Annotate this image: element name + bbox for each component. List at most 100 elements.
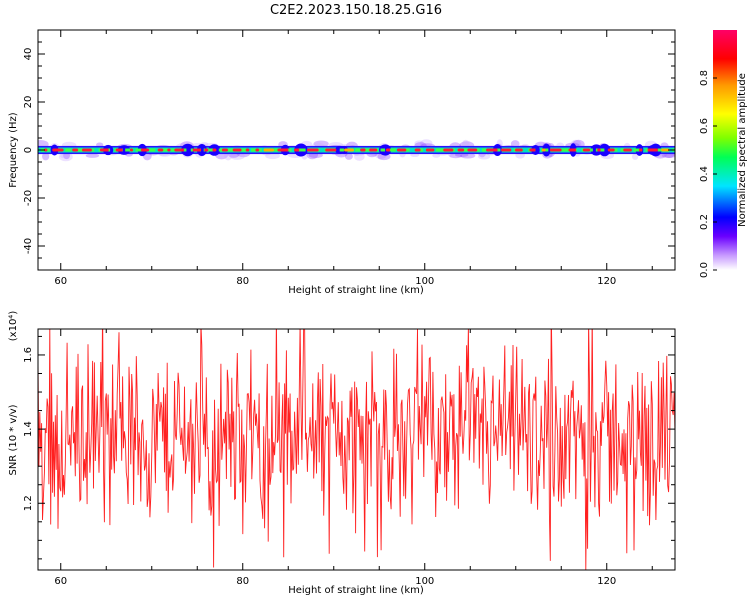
band-red-dash — [568, 148, 577, 152]
band-red-dash — [661, 148, 670, 152]
band-halo-blob — [229, 152, 245, 160]
band-red-dash — [129, 148, 134, 152]
band-red-dash — [607, 148, 615, 152]
band-halo-blob — [60, 154, 68, 159]
band-red-dash — [623, 148, 632, 152]
band-red-dash — [293, 148, 300, 152]
chart-title: C2E2.2023.150.18.25.G16 — [270, 3, 442, 18]
band-red-dash — [306, 148, 319, 152]
colorbar-tick-label: 0.6 — [699, 118, 710, 134]
band-green-segment — [387, 148, 396, 152]
band-green-segment — [363, 148, 370, 152]
spectral-band — [38, 139, 675, 162]
snr-x-label: Height of straight line (km) — [288, 585, 424, 596]
band-red-dash — [443, 148, 454, 152]
band-red-dash — [255, 148, 260, 152]
band-green-segment — [181, 148, 187, 152]
band-red-dash — [115, 148, 123, 152]
colorbar-label: Normalized spectral amplitude — [737, 73, 748, 227]
spectrogram-y-tick-label: 40 — [23, 48, 34, 61]
band-red-dash — [245, 148, 250, 152]
snr-y-tick-label: 1.6 — [23, 347, 34, 363]
snr-y-multiplier: (x10⁴) — [8, 311, 19, 342]
band-red-dash — [549, 148, 562, 152]
band-green-segment — [633, 148, 643, 152]
band-halo-blob — [460, 152, 476, 159]
band-green-segment — [149, 148, 156, 152]
spectrogram-x-tick-label: 80 — [236, 276, 249, 287]
band-halo-blob — [344, 152, 353, 160]
spectrogram-y-tick-label: -20 — [23, 190, 34, 206]
spectrogram-y-tick-label: 20 — [23, 96, 34, 109]
spectrogram-y-tick-label: 0 — [23, 147, 34, 153]
band-halo-blob — [449, 153, 463, 159]
band-green-segment — [170, 148, 178, 152]
band-green-segment — [380, 148, 386, 152]
snr-x-tick-label: 80 — [236, 576, 249, 587]
band-red-dash — [72, 148, 79, 152]
band-red-dash — [157, 148, 164, 152]
snr-frame — [37, 328, 676, 571]
band-red-dash — [212, 148, 217, 152]
band-red-dash — [486, 148, 498, 152]
band-halo-blob — [42, 152, 50, 161]
band-halo-blob — [265, 152, 280, 160]
snr-panel: 60 80 100 120 1.2 1.4 1.6 Height of straight … — [8, 311, 676, 596]
band-red-dash — [467, 148, 478, 152]
band-red-dash — [167, 148, 171, 152]
colorbar-tick-label: 0.4 — [699, 166, 710, 182]
snr-x-tick-label: 120 — [597, 576, 616, 587]
snr-y-label: SNR (10 * v/v) — [8, 404, 19, 475]
spectrogram-y-ticks: -40 -20 0 20 40 — [23, 29, 675, 271]
band-red-dash — [638, 148, 643, 152]
band-green-segment — [65, 148, 72, 152]
band-green-segment — [125, 148, 134, 152]
band-red-dash — [541, 148, 546, 152]
band-red-dash — [360, 148, 366, 152]
snr-x-tick-label: 60 — [54, 576, 67, 587]
band-halo-blob — [354, 152, 365, 161]
colorbar: 0.0 0.2 0.4 0.6 0.8 Normalized spectral ampl… — [699, 30, 748, 278]
band-green-segment — [286, 148, 292, 152]
snr-line — [38, 329, 675, 570]
band-red-dash — [597, 148, 601, 152]
band-green-segment — [203, 148, 214, 152]
band-red-dash — [174, 148, 185, 152]
spectrogram-y-tick-label: -40 — [23, 238, 34, 254]
band-green-segment — [295, 148, 306, 152]
band-bulge — [117, 145, 131, 155]
band-green-segment — [561, 148, 569, 152]
band-halo-blob — [661, 153, 675, 159]
spectrogram-panel: 60 80 100 120 -40 -20 0 20 40 Height of straigh… — [8, 29, 676, 296]
spectrogram-x-ticks: 60 80 100 120 — [54, 30, 653, 287]
spectrogram-x-tick-label: 60 — [54, 276, 67, 287]
band-halo-blob — [420, 139, 433, 148]
band-green-segment — [481, 148, 487, 152]
band-bulge — [602, 145, 609, 155]
band-bulge — [196, 143, 207, 157]
band-green-segment — [227, 148, 237, 152]
band-red-dash — [52, 148, 64, 152]
band-halo-blob — [510, 140, 520, 148]
band-red-dash — [369, 148, 378, 152]
snr-y-tick-label: 1.2 — [23, 495, 34, 511]
spectrogram-x-label: Height of straight line (km) — [288, 285, 424, 296]
band-red-dash — [385, 148, 391, 152]
band-red-dash — [44, 148, 48, 152]
band-red-dash — [99, 148, 109, 152]
band-red-dash — [221, 148, 228, 152]
band-red-dash — [529, 148, 536, 152]
band-green-segment — [435, 148, 446, 152]
band-halo-blob — [58, 152, 73, 162]
band-halo-blob — [432, 153, 441, 158]
band-red-dash — [192, 148, 202, 152]
band-red-dash — [457, 148, 465, 152]
band-green-segment — [355, 148, 360, 152]
band-red-dash — [501, 148, 512, 152]
band-red-dash — [396, 148, 407, 152]
band-halo-blob — [631, 153, 639, 160]
band-green-segment — [218, 148, 224, 152]
snr-x-tick-label: 100 — [415, 576, 434, 587]
band-red-dash — [204, 148, 209, 152]
band-bulge — [186, 145, 194, 155]
